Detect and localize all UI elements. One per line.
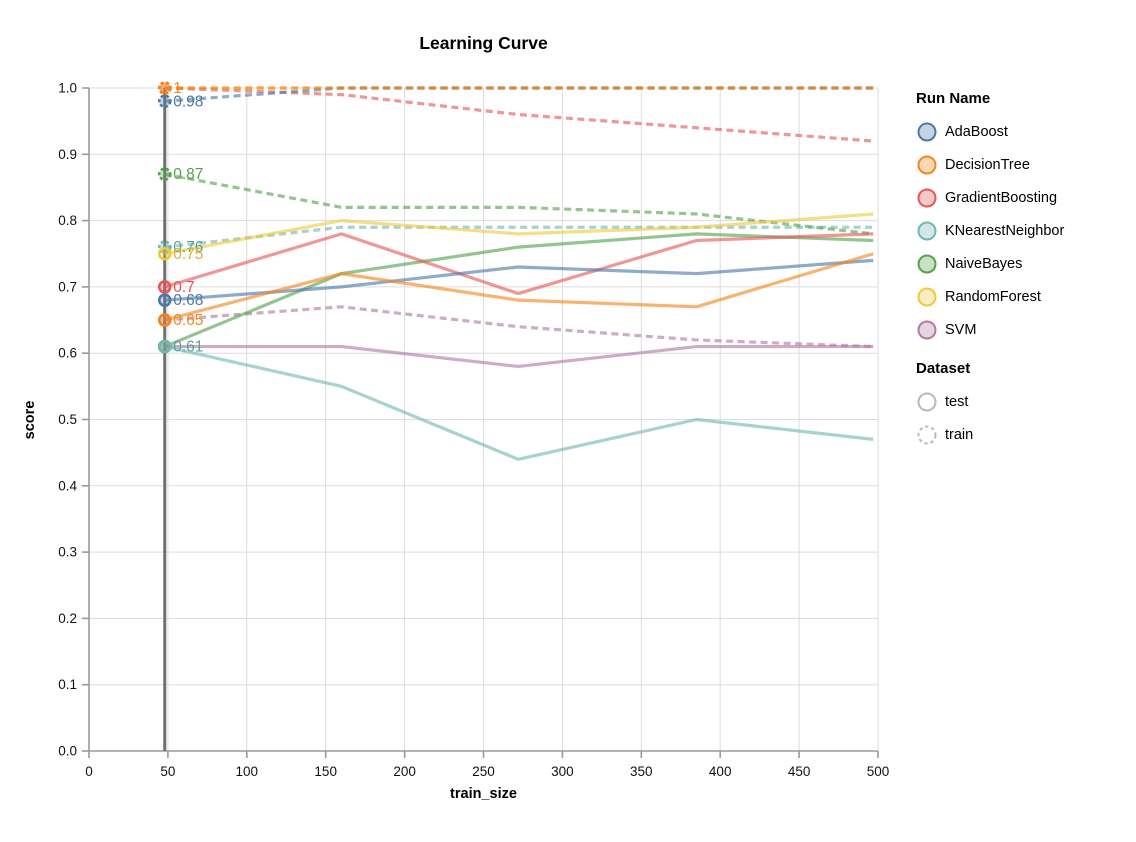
- y-tick-label: 0.5: [58, 412, 77, 427]
- series-line-NaiveBayes-train: [164, 172, 874, 236]
- y-tick-label: 0.3: [58, 545, 77, 560]
- x-tick-label: 50: [160, 764, 175, 779]
- series-line-SVM-train: [164, 305, 874, 349]
- value-label-0.75: 0.75: [173, 246, 203, 263]
- y-tick-label: 0.8: [58, 213, 77, 228]
- legend-run-label: RandomForest: [945, 288, 1041, 305]
- legend-dataset-symbol: [916, 424, 938, 446]
- legend-dataset-label: test: [945, 393, 969, 410]
- legend-dataset-label: train: [945, 426, 974, 443]
- x-tick-label: 150: [314, 764, 337, 779]
- series-line-KNearestNeighbor-test: [164, 345, 874, 461]
- start-marker-RandomForest-test: [157, 246, 172, 261]
- series-line-RandomForest-test: [164, 212, 874, 256]
- series-line-GradientBoosting-test: [164, 232, 874, 296]
- series-line-AdaBoost-train: [164, 86, 874, 103]
- y-tick-label: 0.4: [58, 478, 77, 493]
- legend-dataset-train: train: [916, 418, 1131, 451]
- series-line-NaiveBayes-test: [164, 232, 874, 349]
- value-label-0.76: 0.76: [173, 239, 203, 256]
- legend-run-symbol: [916, 187, 938, 209]
- legend-symbol-circle: [917, 254, 937, 273]
- start-marker-GradientBoosting-test: [157, 280, 172, 294]
- value-label-0.61: 0.61: [173, 339, 203, 356]
- legend-run-symbol: [916, 220, 938, 242]
- x-axis-title: train_size: [450, 786, 517, 802]
- start-marker-DecisionTree-train: [157, 81, 172, 95]
- legend-run-KNearestNeighbor: KNearestNeighbor: [916, 214, 1131, 247]
- legend-run-title: Run Name: [916, 90, 991, 107]
- legend-dataset-title: Dataset: [916, 360, 971, 377]
- legend-run-GradientBoosting: GradientBoosting: [916, 181, 1131, 214]
- legend-run-symbol: [916, 253, 938, 275]
- y-tick-label: 0.6: [58, 346, 77, 361]
- legend-run-SVM: SVM: [916, 313, 1131, 346]
- legend-symbol-circle: [917, 287, 937, 306]
- legend-run-label: SVM: [945, 321, 977, 338]
- x-tick-label: 300: [551, 764, 574, 779]
- legend-run-symbol: [916, 319, 938, 341]
- legend-run-DecisionTree: DecisionTree: [916, 148, 1131, 181]
- value-label-0.87: 0.87: [173, 166, 203, 183]
- legend-symbol-circle: [917, 392, 937, 411]
- legend-run-label: AdaBoost: [945, 123, 1008, 140]
- x-tick-label: 200: [393, 764, 416, 779]
- series-line-DecisionTree-test: [164, 252, 874, 322]
- x-tick-label: 250: [472, 764, 495, 779]
- legend-run-AdaBoost: AdaBoost: [916, 115, 1131, 148]
- start-marker-AdaBoost-test: [157, 293, 172, 307]
- y-tick-label: 0.1: [58, 677, 77, 692]
- legend-dataset-entries: test train: [916, 385, 1131, 451]
- x-tick-label: 500: [867, 764, 890, 779]
- legend-symbol-circle: [917, 320, 937, 339]
- legend-dataset-test: test: [916, 385, 1131, 418]
- legend: Run Name AdaBoost DecisionTree GradientBoo…: [916, 90, 1131, 451]
- y-tick-label: 0.2: [58, 611, 77, 626]
- legend-run-label: KNearestNeighbor: [945, 222, 1065, 239]
- legend-run-symbol: [916, 154, 938, 176]
- start-marker-NaiveBayes-train: [157, 167, 172, 181]
- value-label-0.98: 0.98: [173, 93, 203, 110]
- legend-run-entries: AdaBoost DecisionTree GradientBoosting KNea…: [916, 115, 1131, 346]
- series-line-GradientBoosting-train: [164, 86, 874, 143]
- x-tick-label: 450: [788, 764, 811, 779]
- legend-run-NaiveBayes: NaiveBayes: [916, 247, 1131, 280]
- y-tick-label: 0.7: [58, 279, 77, 294]
- start-marker-KNearestNeighbor-test: [157, 339, 172, 354]
- legend-dataset-symbol: [916, 391, 938, 413]
- legend-symbol-circle: [917, 155, 937, 174]
- value-label-0.7: 0.7: [173, 279, 195, 296]
- legend-run-label: GradientBoosting: [945, 189, 1058, 206]
- legend-symbol-circle: [917, 221, 937, 240]
- x-tick-label: 0: [85, 764, 93, 779]
- legend-symbol-circle: [917, 188, 937, 207]
- series-line-AdaBoost-test: [164, 258, 874, 302]
- start-marker-DecisionTree-test: [157, 313, 172, 327]
- legend-run-label: NaiveBayes: [945, 255, 1023, 272]
- legend-run-RandomForest: RandomForest: [916, 280, 1131, 313]
- legend-symbol-circle: [917, 425, 937, 444]
- legend-symbol-circle: [917, 122, 937, 141]
- y-tick-label: 1.0: [58, 81, 77, 96]
- value-label-0.68: 0.68: [173, 292, 203, 309]
- start-marker-AdaBoost-train: [157, 94, 172, 109]
- y-axis-title: score: [22, 400, 38, 440]
- value-label-1: 1: [173, 80, 182, 97]
- legend-run-symbol: [916, 121, 938, 143]
- legend-run-label: DecisionTree: [945, 156, 1030, 173]
- legend-run-symbol: [916, 286, 938, 308]
- x-tick-label: 100: [236, 764, 259, 779]
- y-tick-label: 0.9: [58, 147, 77, 162]
- chart-title: Learning Curve: [419, 33, 548, 53]
- x-tick-label: 350: [630, 764, 653, 779]
- series-line-KNearestNeighbor-train: [164, 225, 874, 249]
- y-tick-label: 0.0: [58, 744, 77, 759]
- series-line-SVM-test: [164, 344, 874, 369]
- value-label-0.65: 0.65: [173, 312, 203, 329]
- x-tick-label: 400: [709, 764, 732, 779]
